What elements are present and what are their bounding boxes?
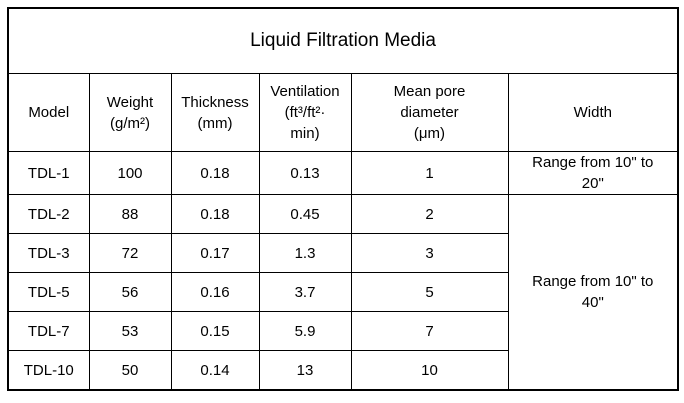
width-range-merged-text: Range from 10" to 40" <box>532 273 654 311</box>
width-range-first-text: Range from 10" to 20" <box>532 154 654 192</box>
column-header-weight: Weight (g/m²) <box>88 73 172 152</box>
cell-pore-diameter: 1 <box>350 151 509 195</box>
cell-weight: 50 <box>88 350 172 391</box>
cell-thickness: 0.14 <box>170 350 260 391</box>
table-row-tdl-5: TDL-5 56 0.16 3.7 5 <box>7 272 678 312</box>
liquid-filtration-media-table: Liquid Filtration Media Model Weight (g/… <box>7 7 680 391</box>
table-row-tdl-10: TDL-10 50 0.14 13 10 <box>7 350 678 391</box>
cell-thickness: 0.18 <box>170 194 260 234</box>
cell-ventilation: 13 <box>258 350 352 391</box>
cell-ventilation: 5.9 <box>258 311 352 351</box>
column-header-ventilation: Ventilation (ft³/ft²· min) <box>258 73 352 152</box>
cell-pore-diameter: 5 <box>350 272 509 312</box>
header-row: Model Weight (g/m²) Thickness (mm) Venti… <box>7 73 679 152</box>
cell-model: TDL-1 <box>7 151 90 195</box>
cell-thickness: 0.17 <box>170 233 260 273</box>
table-row-tdl-3: TDL-3 72 0.17 1.3 3 <box>7 233 678 273</box>
column-header-width: Width <box>507 73 679 152</box>
cell-model: TDL-5 <box>7 272 90 312</box>
table-row-tdl-7: TDL-7 53 0.15 5.9 7 <box>7 311 678 351</box>
cell-ventilation: 1.3 <box>258 233 352 273</box>
column-header-thickness: Thickness (mm) <box>170 73 260 152</box>
cell-model: TDL-2 <box>7 194 90 234</box>
title-row: Liquid Filtration Media <box>7 7 679 74</box>
cell-weight: 56 <box>88 272 172 312</box>
table-row-tdl-2: TDL-2 88 0.18 0.45 2 Range from 10" to 4… <box>7 194 679 391</box>
cell-thickness: 0.18 <box>170 151 260 195</box>
cell-thickness: 0.16 <box>170 272 260 312</box>
cell-ventilation: 0.45 <box>258 194 352 234</box>
cell-weight: 72 <box>88 233 172 273</box>
cell-model: TDL-7 <box>7 311 90 351</box>
cell-pore-diameter: 10 <box>350 350 509 391</box>
table-title: Liquid Filtration Media <box>7 7 679 74</box>
table-row-tdl-1: TDL-1 100 0.18 0.13 1 Range from 10" to … <box>7 151 679 195</box>
cell-width-range-merged: Range from 10" to 40" <box>507 194 679 391</box>
cell-thickness: 0.15 <box>170 311 260 351</box>
cell-model: TDL-10 <box>7 350 90 391</box>
column-header-model: Model <box>7 73 90 152</box>
cell-model: TDL-3 <box>7 233 90 273</box>
cell-pore-diameter: 3 <box>350 233 509 273</box>
cell-ventilation: 3.7 <box>258 272 352 312</box>
cell-weight: 53 <box>88 311 172 351</box>
cell-pore-diameter: 7 <box>350 311 509 351</box>
cell-weight: 88 <box>88 194 172 234</box>
cell-width-range-first: Range from 10" to 20" <box>507 151 679 195</box>
cell-pore-diameter: 2 <box>350 194 509 234</box>
column-header-pore-diameter: Mean pore diameter (μm) <box>350 73 509 152</box>
cell-weight: 100 <box>88 151 172 195</box>
cell-ventilation: 0.13 <box>258 151 352 195</box>
